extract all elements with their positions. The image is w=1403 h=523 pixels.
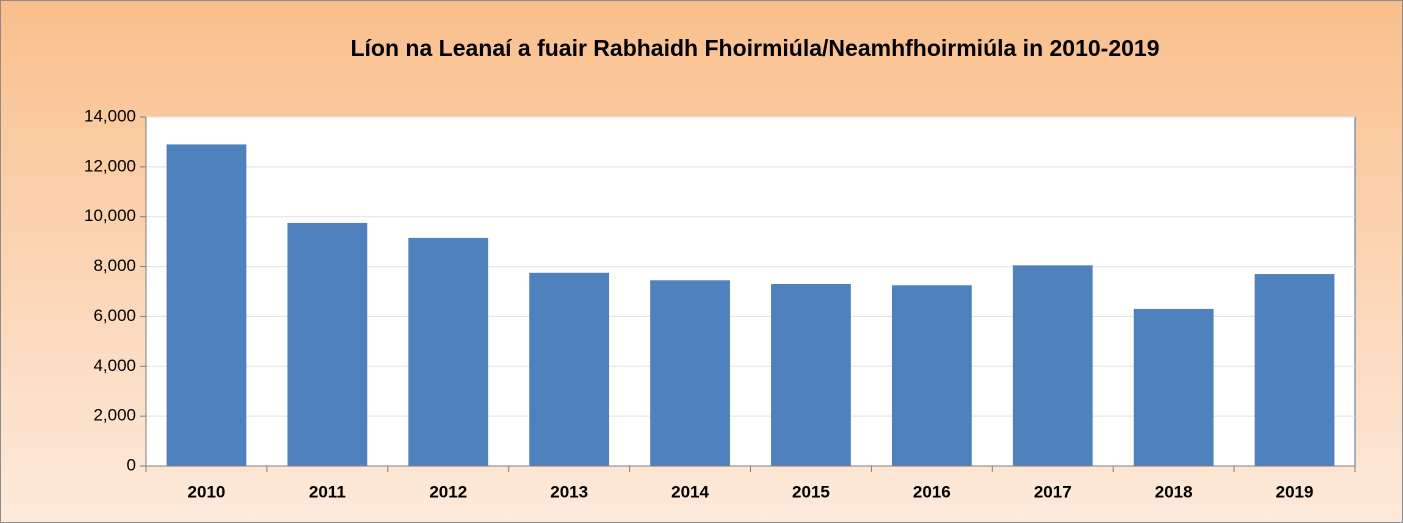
bar — [408, 237, 489, 466]
bar — [771, 284, 851, 466]
bar — [1254, 274, 1335, 466]
y-tick-label: 14,000 — [84, 106, 136, 125]
x-tick-label: 2011 — [309, 482, 346, 501]
x-tick-label: 2012 — [429, 482, 467, 501]
bar — [1133, 308, 1214, 466]
y-tick-label: 10,000 — [84, 206, 136, 225]
y-tick-label: 0 — [127, 455, 136, 474]
y-tick-label: 2,000 — [93, 406, 136, 425]
x-tick-label: 2015 — [792, 482, 830, 501]
bar — [650, 280, 730, 466]
x-tick-label: 2010 — [188, 482, 226, 501]
y-tick-label: 8,000 — [93, 256, 136, 275]
y-tick-label: 6,000 — [93, 306, 136, 325]
bar — [166, 144, 247, 466]
bar — [529, 272, 610, 466]
x-tick-label: 2014 — [671, 482, 709, 501]
x-tick-label: 2017 — [1034, 482, 1072, 501]
bar — [1012, 265, 1093, 466]
y-tick-label: 4,000 — [93, 356, 136, 375]
bar — [287, 222, 368, 466]
chart-title: Líon na Leanaí a fuair Rabhaidh Fhoirmiú… — [350, 35, 1159, 61]
bar — [891, 285, 972, 466]
y-tick-label: 12,000 — [84, 156, 136, 175]
x-tick-label: 2018 — [1155, 482, 1193, 501]
x-tick-label: 2019 — [1276, 482, 1314, 501]
x-tick-label: 2013 — [550, 482, 588, 501]
x-tick-label: 2016 — [913, 482, 951, 501]
